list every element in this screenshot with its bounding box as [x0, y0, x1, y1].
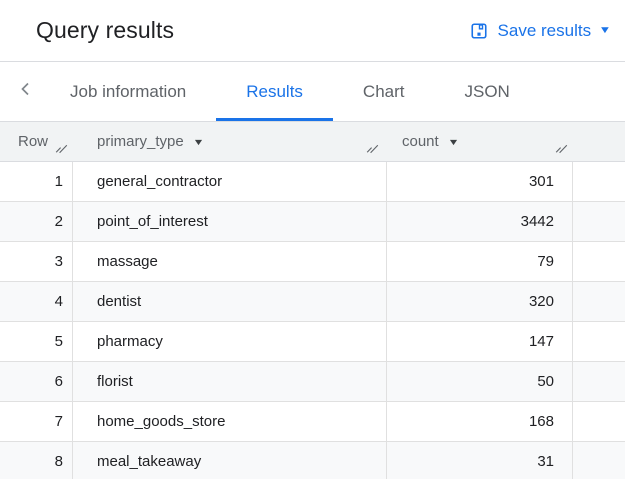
column-label-primary-type: primary_type — [97, 133, 184, 150]
column-header-row: Row — [0, 122, 73, 161]
cell-count: 147 — [387, 322, 573, 361]
column-menu-caret-icon[interactable]: ▼ — [192, 136, 205, 147]
cell-count: 3442 — [387, 202, 573, 241]
cell-primary-type: general_contractor — [73, 162, 387, 201]
cell-primary-type: florist — [73, 362, 387, 401]
cell-count: 31 — [387, 442, 573, 479]
column-label-row: Row — [18, 133, 49, 150]
cell-spacer — [573, 322, 625, 361]
cell-primary-type: home_goods_store — [73, 402, 387, 441]
column-resize-handle[interactable] — [555, 141, 568, 158]
column-resize-handle[interactable] — [55, 141, 68, 158]
cell-row-number: 5 — [0, 322, 73, 361]
cell-spacer — [573, 282, 625, 321]
cell-count: 168 — [387, 402, 573, 441]
cell-spacer — [573, 442, 625, 479]
results-table-body: 1 general_contractor 301 2 point_of_inte… — [0, 162, 625, 479]
tab-results[interactable]: Results — [216, 62, 333, 121]
cell-spacer — [573, 242, 625, 281]
tab-json[interactable]: JSON — [464, 81, 510, 101]
cell-primary-type: point_of_interest — [73, 202, 387, 241]
table-row: 7 home_goods_store 168 — [0, 402, 625, 442]
column-menu-caret-icon[interactable]: ▼ — [447, 136, 460, 147]
cell-spacer — [573, 362, 625, 401]
column-label-count: count — [402, 133, 439, 150]
column-header-count: count ▼ — [387, 122, 573, 161]
tab-chart[interactable]: Chart — [362, 81, 405, 101]
chevron-left-icon — [18, 81, 34, 102]
cell-count: 301 — [387, 162, 573, 201]
column-header-primary-type: primary_type ▼ — [73, 122, 387, 161]
cell-row-number: 3 — [0, 242, 73, 281]
cell-primary-type: pharmacy — [73, 322, 387, 361]
cell-spacer — [573, 202, 625, 241]
save-icon — [469, 21, 489, 41]
table-row: 2 point_of_interest 3442 — [0, 202, 625, 242]
tab-job-information[interactable]: Job information — [70, 81, 187, 101]
cell-primary-type: dentist — [73, 282, 387, 321]
column-header-spacer — [573, 122, 625, 161]
page-title: Query results — [36, 17, 175, 43]
cell-row-number: 2 — [0, 202, 73, 241]
table-row: 8 meal_takeaway 31 — [0, 442, 625, 479]
tab-bar: Job information Results Chart JSON — [0, 62, 625, 122]
table-row: 1 general_contractor 301 — [0, 162, 625, 202]
cell-primary-type: massage — [73, 242, 387, 281]
caret-down-icon: ▼ — [598, 24, 612, 36]
tab-scroll-left-button[interactable] — [12, 62, 40, 121]
column-resize-handle[interactable] — [366, 141, 379, 158]
table-row: 3 massage 79 — [0, 242, 625, 282]
cell-primary-type: meal_takeaway — [73, 442, 387, 479]
cell-row-number: 1 — [0, 162, 73, 201]
cell-row-number: 7 — [0, 402, 73, 441]
table-row: 4 dentist 320 — [0, 282, 625, 322]
save-results-button[interactable]: Save results ▼ — [467, 17, 612, 45]
cell-row-number: 8 — [0, 442, 73, 479]
panel-header: Query results Save results ▼ — [0, 0, 625, 62]
cell-row-number: 6 — [0, 362, 73, 401]
cell-count: 79 — [387, 242, 573, 281]
table-row: 5 pharmacy 147 — [0, 322, 625, 362]
cell-count: 320 — [387, 282, 573, 321]
save-results-label: Save results — [497, 20, 592, 40]
cell-count: 50 — [387, 362, 573, 401]
cell-spacer — [573, 402, 625, 441]
cell-row-number: 4 — [0, 282, 73, 321]
table-header: Row primary_type ▼ count ▼ — [0, 122, 625, 162]
table-row: 6 florist 50 — [0, 362, 625, 402]
cell-spacer — [573, 162, 625, 201]
